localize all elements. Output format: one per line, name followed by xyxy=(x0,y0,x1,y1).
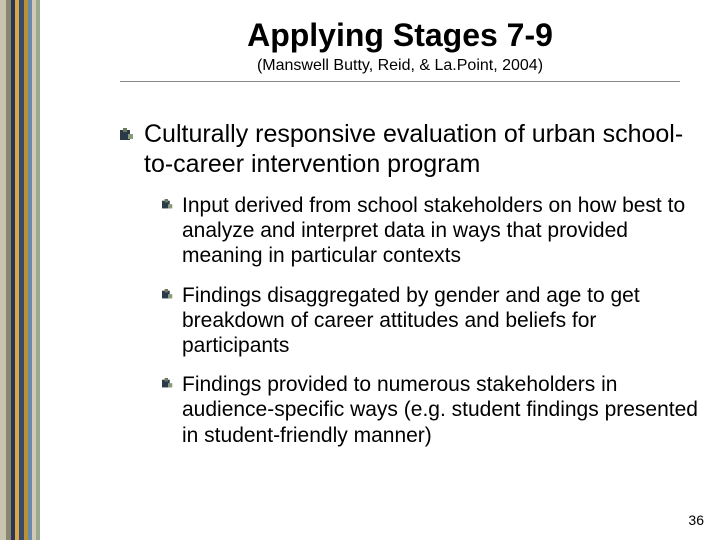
bullet-text: Culturally responsive evaluation of urba… xyxy=(144,120,700,179)
bullet-icon xyxy=(120,128,134,142)
slide: Applying Stages 7-9 (Manswell Butty, Rei… xyxy=(0,0,720,540)
bullet-icon xyxy=(162,289,174,301)
slide-subtitle: (Manswell Butty, Reid, & La.Point, 2004) xyxy=(120,57,680,82)
sub-bullet-list: Input derived from school stakeholders o… xyxy=(162,193,700,448)
bullet-text: Findings disaggregated by gender and age… xyxy=(182,283,700,359)
bullet-level1: Culturally responsive evaluation of urba… xyxy=(120,120,700,179)
bullet-text: Findings provided to numerous stakeholde… xyxy=(182,372,700,448)
page-number: 36 xyxy=(688,512,704,528)
title-block: Applying Stages 7-9 (Manswell Butty, Rei… xyxy=(120,18,680,82)
slide-title: Applying Stages 7-9 xyxy=(120,18,680,53)
content-area: Culturally responsive evaluation of urba… xyxy=(120,120,700,462)
bullet-level2: Findings provided to numerous stakeholde… xyxy=(162,372,700,448)
decorative-left-border xyxy=(0,0,40,540)
border-stripe xyxy=(36,0,40,540)
bullet-text: Input derived from school stakeholders o… xyxy=(182,193,700,269)
bullet-level2: Input derived from school stakeholders o… xyxy=(162,193,700,269)
bullet-icon xyxy=(162,199,174,211)
bullet-level2: Findings disaggregated by gender and age… xyxy=(162,283,700,359)
bullet-icon xyxy=(162,378,174,390)
